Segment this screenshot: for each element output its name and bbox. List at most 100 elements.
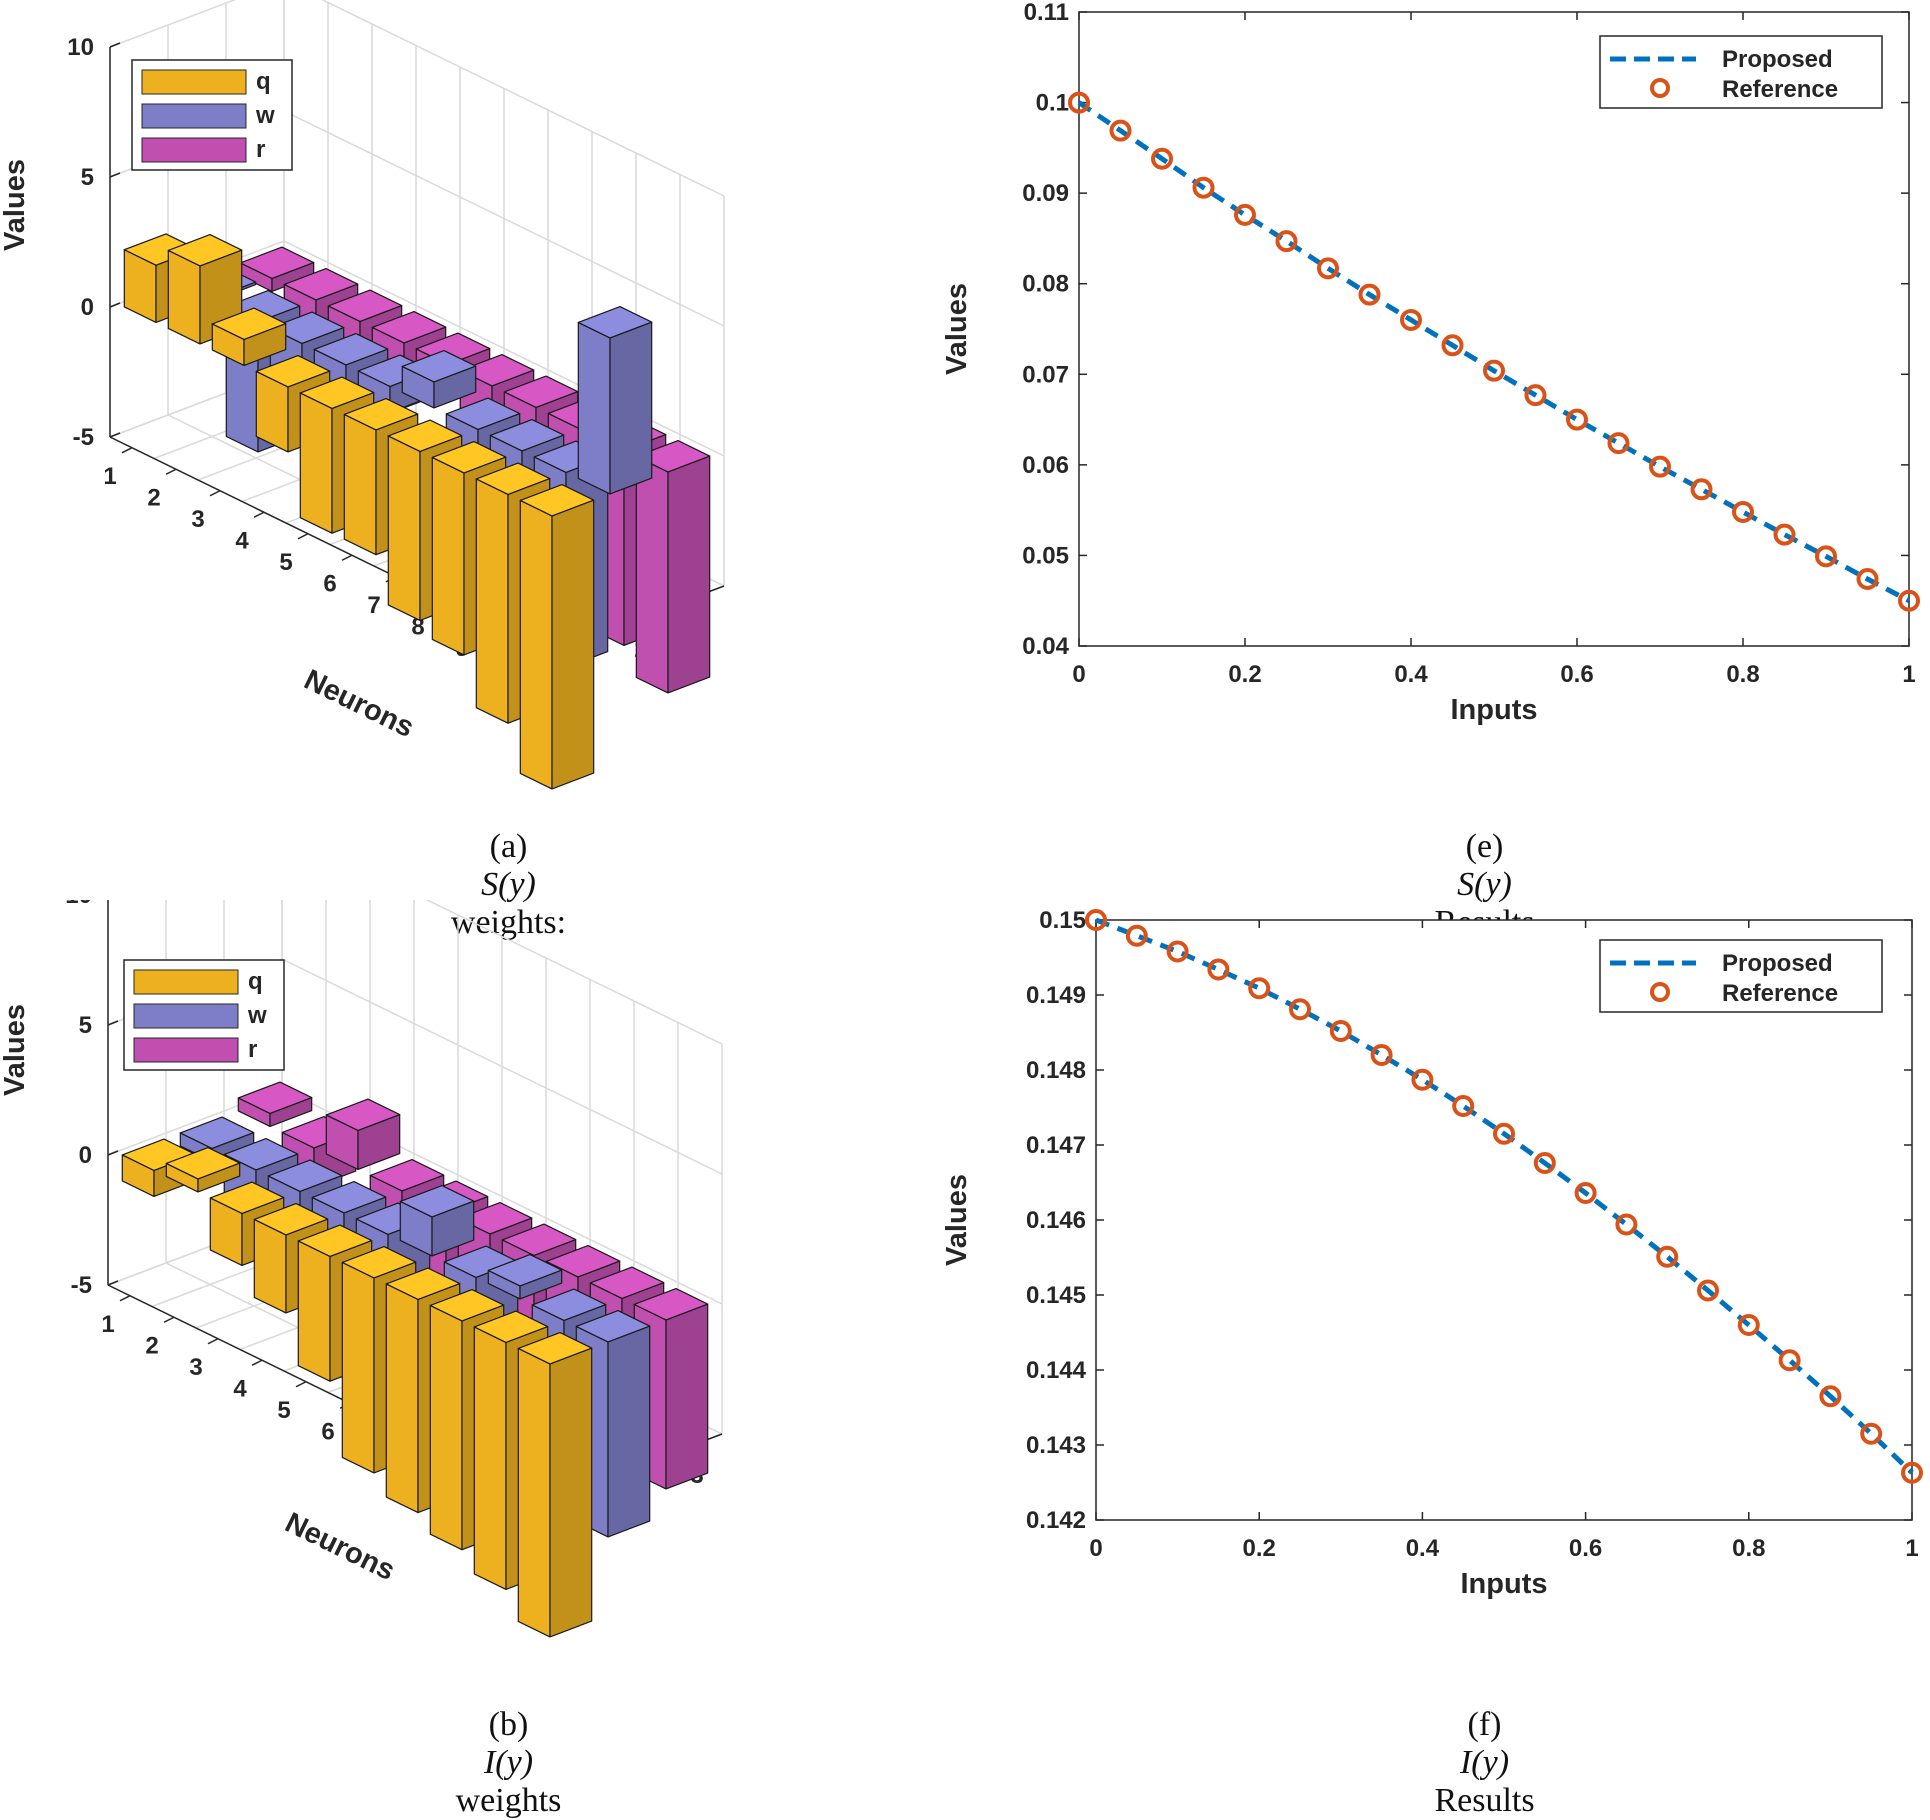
bar-front-face [387, 435, 421, 622]
neuron-tick-label: 1 [103, 463, 116, 490]
reference-point [1411, 1068, 1434, 1091]
bar-w-6 [399, 1185, 475, 1257]
y-tick-label: 0.06 [1022, 452, 1069, 479]
axes-box-e [1078, 11, 1910, 647]
series-reference-markers [1085, 909, 1923, 1484]
bar-front-face [341, 1261, 375, 1474]
series-proposed-line [1095, 917, 1914, 1475]
bar-top-face [211, 307, 287, 340]
z-tick-label: -5 [71, 1272, 92, 1299]
bar-front-face [473, 1326, 507, 1591]
reference-point [1574, 1182, 1597, 1204]
reference-point [1441, 334, 1464, 357]
x-tick-label: 0.4 [1394, 661, 1428, 688]
bar-front-face [431, 456, 465, 656]
bar-top-face [179, 1116, 255, 1149]
bar-top-face [327, 289, 403, 322]
reference-point [1125, 924, 1148, 947]
bar-top-face [223, 1138, 299, 1171]
neuron-tick-label: 1 [101, 1311, 114, 1338]
x-tick-label: 0.6 [1569, 1535, 1602, 1562]
caption-b-func: I(y) [483, 1744, 534, 1781]
legend-label-q: q [256, 68, 271, 95]
y-tick-label: 0.149 [1026, 982, 1086, 1009]
bar-q-3 [211, 307, 287, 366]
reference-point [1068, 91, 1090, 114]
back-wall-z-gridline [321, 0, 725, 197]
line-chart-e: 0 0.2 0.4 0.6 0.8 1 0.04 0.05 0.06 0.07 0.08 0.09 0.… [941, 0, 1920, 726]
legend-f: Proposed Reference [1599, 939, 1883, 1013]
caption-f-prefix: (f) [1467, 1706, 1502, 1743]
neuron-tick-mark [341, 554, 353, 561]
reference-point [1649, 455, 1671, 478]
reference-point [1656, 1245, 1679, 1268]
legend-label-w: w [247, 1002, 267, 1029]
legend-proposed-label: Proposed [1722, 950, 1833, 977]
bar-front-face [299, 392, 333, 534]
y-tick-label: 0.1 [1036, 90, 1069, 117]
legend-label-r: r [248, 1036, 257, 1063]
reference-point [1901, 1461, 1923, 1484]
bar-top-face [519, 484, 595, 517]
y-tick-label: 0.09 [1022, 180, 1069, 207]
neuron-tick-label: 3 [191, 506, 204, 533]
reference-point [1737, 1314, 1760, 1336]
bar-top-face [399, 1185, 475, 1218]
bar-top-face [431, 441, 507, 474]
y-tick-label: 0.11 [1024, 0, 1069, 26]
bar-top-face [457, 1202, 533, 1235]
caption-e-prefix: (e) [1465, 828, 1504, 865]
caption-b-prefix: (b) [488, 1706, 529, 1743]
y-tick-label: 0.07 [1022, 361, 1069, 388]
series-reference-markers [1068, 91, 1920, 612]
bar-r-1 [239, 246, 315, 292]
caption-a: (a) S(y) weights: [0, 790, 1000, 942]
reference-point [1248, 977, 1271, 1000]
legend-swatch-q [133, 969, 239, 995]
bar-front-face [519, 499, 553, 790]
back-wall-z-gridline [425, 900, 723, 1045]
legend-swatch-w [133, 1003, 239, 1029]
caption-f-suffix: Results [1434, 1782, 1535, 1819]
bar-side-face [607, 1325, 651, 1538]
neuron-tick-label: 6 [323, 570, 336, 597]
x-tick-label: 0.2 [1228, 661, 1261, 688]
z-tick-mark [109, 302, 121, 308]
reference-point [1329, 1020, 1352, 1042]
legend-b: qwr [123, 959, 285, 1071]
caption-a-func: S(y) [481, 866, 536, 903]
legend-a: qwr [131, 59, 293, 171]
bar-front-face [635, 455, 669, 694]
bar-side-face [665, 1303, 709, 1490]
bar-front-face [253, 1218, 287, 1314]
bar-front-face [343, 413, 377, 556]
bar-top-face [343, 398, 419, 431]
bar-front-face [475, 478, 509, 724]
bar-top-face [325, 1098, 401, 1131]
chart-panel-e: 0 0.2 0.4 0.6 0.8 1 0.04 0.05 0.06 0.07 0.08 0.09 0.… [930, 0, 1930, 790]
caption-a-prefix: (a) [489, 828, 528, 865]
x-axis-label: Inputs [1451, 694, 1538, 726]
bar-w-6 [401, 350, 477, 409]
bar-front-face [167, 249, 201, 345]
neuron-tick-label: 2 [147, 484, 160, 511]
bar-w-8 [487, 1254, 563, 1300]
y-axis-label: Values [941, 1174, 973, 1266]
bar-top-face [577, 306, 653, 339]
bar-top-face [489, 419, 565, 452]
bar-top-face [589, 1266, 665, 1299]
bar-r-1 [237, 1081, 313, 1127]
series-proposed-line [1077, 100, 1911, 603]
z-tick-mark [107, 1020, 119, 1026]
x-tick-label: 0.4 [1406, 1535, 1440, 1562]
reference-point [1317, 257, 1339, 280]
z-tick-mark [109, 42, 121, 48]
x-tick-label: 0.8 [1726, 661, 1759, 688]
neuron-tick-mark [165, 468, 177, 475]
back-wall-z-gridline [283, 110, 725, 327]
axes-box-f [1095, 919, 1913, 1521]
bars-a [123, 233, 711, 790]
neuron-tick-mark [207, 1338, 219, 1345]
